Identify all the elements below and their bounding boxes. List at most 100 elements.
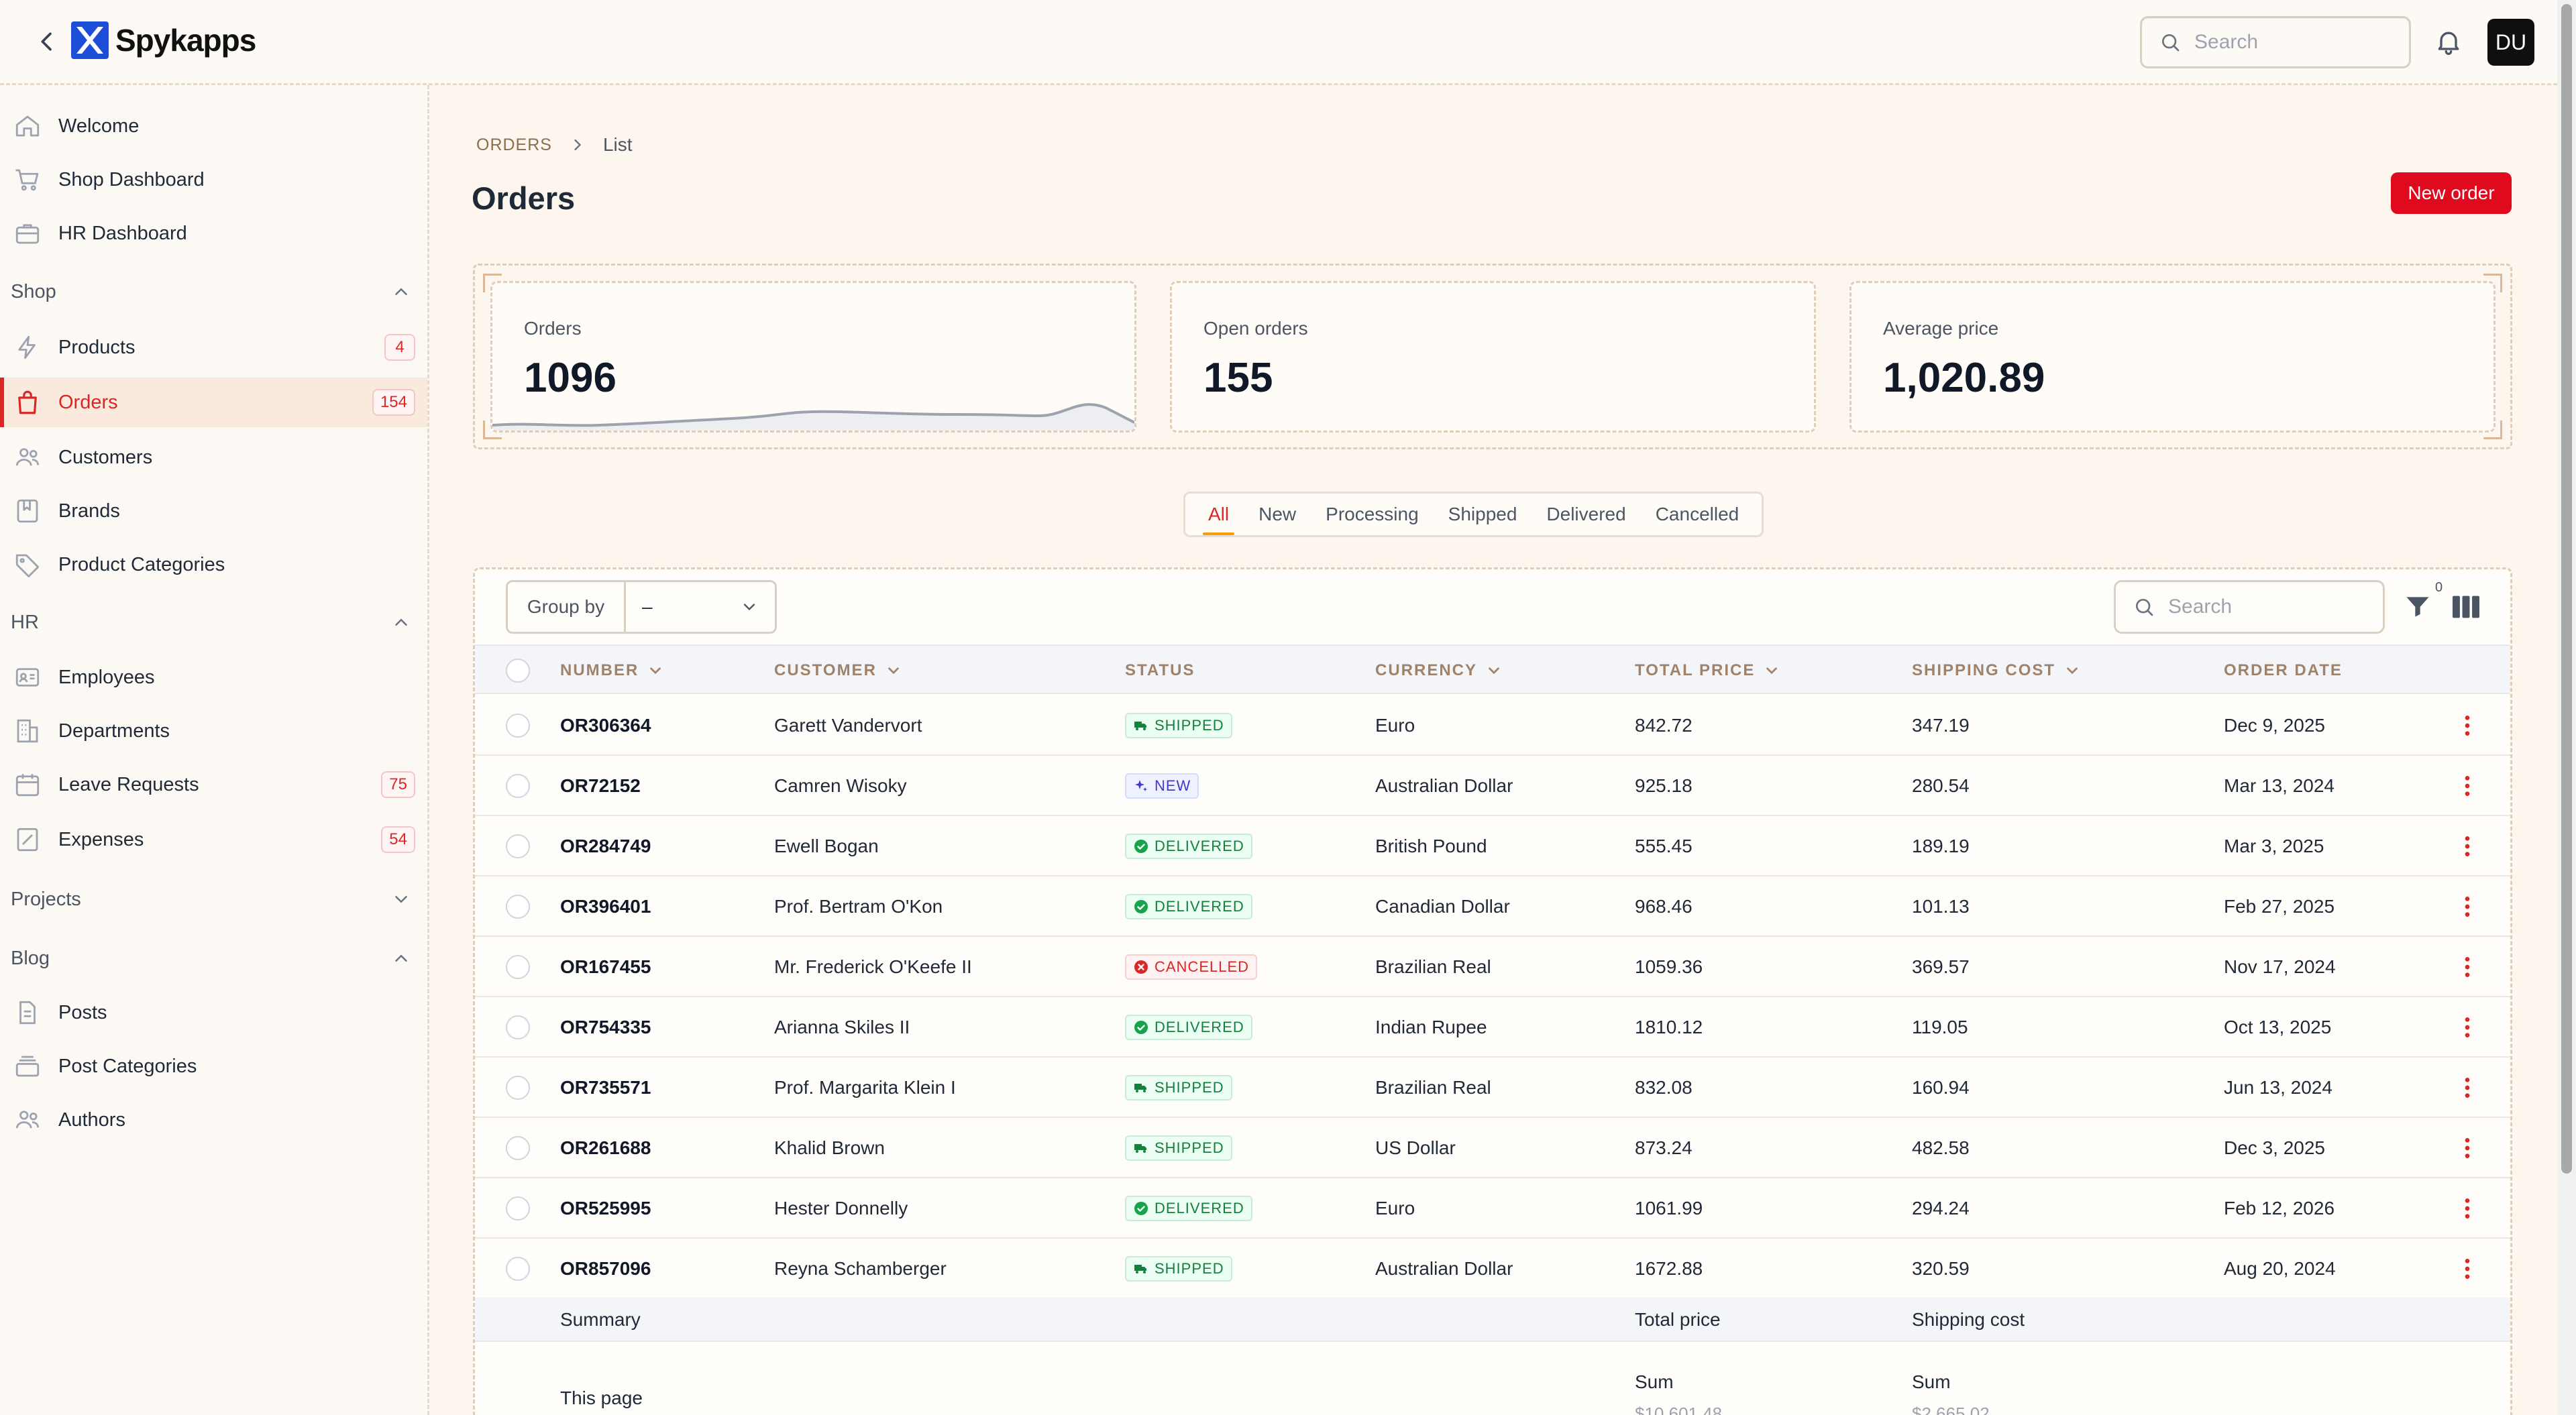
column-header-shipping-cost[interactable]: SHIPPING COST bbox=[1912, 646, 2081, 695]
table-row[interactable]: OR525995 Hester Donnelly DELIVERED Euro 1061… bbox=[475, 1178, 2510, 1239]
order-number[interactable]: OR261688 bbox=[560, 1137, 651, 1158]
sidebar-group-blog[interactable]: Blog bbox=[0, 938, 427, 978]
row-checkbox[interactable] bbox=[506, 714, 530, 738]
tab-cancelled[interactable]: Cancelled bbox=[1655, 504, 1739, 524]
sidebar-item-hr-dashboard[interactable]: HR Dashboard bbox=[0, 209, 427, 258]
order-number[interactable]: OR306364 bbox=[560, 715, 651, 736]
row-checkbox[interactable] bbox=[506, 774, 530, 798]
more-actions-icon[interactable] bbox=[2454, 773, 2481, 799]
select-all-checkbox[interactable] bbox=[506, 659, 530, 683]
row-checkbox[interactable] bbox=[506, 1196, 530, 1221]
table-search[interactable] bbox=[2114, 580, 2385, 634]
sidebar-item-customers[interactable]: Customers bbox=[0, 433, 427, 482]
row-checkbox[interactable] bbox=[506, 895, 530, 919]
row-checkbox[interactable] bbox=[506, 1076, 530, 1100]
filter-icon[interactable] bbox=[2403, 592, 2432, 622]
sidebar-item-welcome[interactable]: Welcome bbox=[0, 101, 427, 151]
page-scrollbar[interactable] bbox=[2557, 0, 2576, 1415]
bell-icon[interactable] bbox=[2434, 27, 2463, 56]
scrollbar-thumb[interactable] bbox=[2561, 4, 2572, 1174]
order-number[interactable]: OR525995 bbox=[560, 1198, 651, 1219]
sidebar-item-authors[interactable]: Authors bbox=[0, 1095, 427, 1145]
column-header-total-price[interactable]: TOTAL PRICE bbox=[1635, 646, 1780, 695]
table-row[interactable]: OR396401 Prof. Bertram O'Kon DELIVERED Cana… bbox=[475, 876, 2510, 937]
order-number[interactable]: OR735571 bbox=[560, 1077, 651, 1098]
column-header-currency[interactable]: CURRENCY bbox=[1375, 646, 1503, 695]
global-search-input[interactable] bbox=[2194, 31, 2396, 54]
row-checkbox[interactable] bbox=[506, 1257, 530, 1281]
order-number[interactable]: OR857096 bbox=[560, 1258, 651, 1279]
sidebar-item-post-categories[interactable]: Post Categories bbox=[0, 1041, 427, 1091]
back-arrow-icon[interactable] bbox=[34, 28, 60, 55]
tab-new[interactable]: New bbox=[1258, 504, 1297, 524]
sidebar-item-orders[interactable]: Orders 154 bbox=[0, 378, 427, 427]
more-actions-icon[interactable] bbox=[2454, 712, 2481, 739]
order-number[interactable]: OR284749 bbox=[560, 836, 651, 856]
sidebar-item-shop-dashboard[interactable]: Shop Dashboard bbox=[0, 155, 427, 205]
sidebar-item-expenses[interactable]: Expenses 54 bbox=[0, 815, 427, 864]
order-number[interactable]: OR396401 bbox=[560, 896, 651, 917]
tab-delivered[interactable]: Delivered bbox=[1546, 504, 1626, 524]
sidebar-group-shop[interactable]: Shop bbox=[0, 272, 427, 312]
sidebar-item-product-categories[interactable]: Product Categories bbox=[0, 540, 427, 589]
more-actions-icon[interactable] bbox=[2454, 1195, 2481, 1222]
more-actions-icon[interactable] bbox=[2454, 1014, 2481, 1041]
tab-processing[interactable]: Processing bbox=[1326, 504, 1419, 524]
chevron-up-icon bbox=[395, 288, 407, 295]
shipping-cost: 294.24 bbox=[1912, 1198, 1970, 1219]
status-cell: SHIPPED bbox=[1125, 695, 1232, 756]
new-order-button[interactable]: New order bbox=[2391, 172, 2512, 214]
table-row[interactable]: OR72152 Camren Wisoky NEW Australian Dollar… bbox=[475, 756, 2510, 816]
table-row[interactable]: OR857096 Reyna Schamberger SHIPPED Australi… bbox=[475, 1239, 2510, 1299]
global-search[interactable] bbox=[2140, 16, 2411, 68]
order-number[interactable]: OR72152 bbox=[560, 775, 641, 796]
search-icon bbox=[2136, 599, 2153, 616]
more-actions-icon[interactable] bbox=[2454, 1135, 2481, 1162]
stats-section bbox=[473, 264, 2512, 449]
columns-icon[interactable] bbox=[2451, 593, 2481, 620]
sidebar-item-departments[interactable]: Departments bbox=[0, 706, 427, 756]
more-actions-icon[interactable] bbox=[2454, 1255, 2481, 1282]
tab-shipped[interactable]: Shipped bbox=[1448, 504, 1517, 524]
order-number[interactable]: OR754335 bbox=[560, 1017, 651, 1037]
order-date: Dec 3, 2025 bbox=[2224, 1137, 2325, 1158]
user-avatar[interactable]: DU bbox=[2487, 19, 2534, 66]
order-number[interactable]: OR167455 bbox=[560, 956, 651, 977]
order-date: Nov 17, 2024 bbox=[2224, 956, 2336, 977]
sidebar-item-leave-requests[interactable]: Leave Requests 75 bbox=[0, 760, 427, 809]
sidebar-group-hr[interactable]: HR bbox=[0, 602, 427, 642]
summary-header: Summary Total price Shipping cost bbox=[475, 1298, 2510, 1342]
more-actions-icon[interactable] bbox=[2454, 893, 2481, 920]
table-row[interactable]: OR167455 Mr. Frederick O'Keefe II CANCELLE… bbox=[475, 937, 2510, 997]
sidebar-group-projects[interactable]: Projects bbox=[0, 879, 427, 919]
tab-all[interactable]: All bbox=[1193, 494, 1244, 535]
breadcrumb-root-link[interactable]: ORDERS bbox=[476, 135, 552, 154]
table-search-input[interactable] bbox=[2168, 596, 2369, 618]
app-logo[interactable]: Spykapps bbox=[71, 21, 256, 59]
row-checkbox[interactable] bbox=[506, 955, 530, 979]
table-row[interactable]: OR284749 Ewell Bogan DELIVERED British Poun… bbox=[475, 816, 2510, 876]
table-row[interactable]: OR261688 Khalid Brown SHIPPED US Dollar 873.… bbox=[475, 1118, 2510, 1178]
sidebar-item-employees[interactable]: Employees bbox=[0, 653, 427, 702]
column-header-customer[interactable]: CUSTOMER bbox=[774, 646, 902, 695]
order-date: Jun 13, 2024 bbox=[2224, 1077, 2332, 1098]
customer-name: Khalid Brown bbox=[774, 1137, 885, 1158]
more-actions-icon[interactable] bbox=[2454, 954, 2481, 980]
table-row[interactable]: OR306364 Garett Vandervort SHIPPED Euro 842.… bbox=[475, 695, 2510, 756]
column-header-number[interactable]: NUMBER bbox=[560, 646, 664, 695]
chevron-down-icon bbox=[2067, 667, 2078, 675]
stat-card-open-orders: Open orders 155 bbox=[1170, 281, 1816, 433]
table-row[interactable]: OR735571 Prof. Margarita Klein I SHIPPED Br… bbox=[475, 1058, 2510, 1118]
sidebar-item-posts[interactable]: Posts bbox=[0, 988, 427, 1037]
more-actions-icon[interactable] bbox=[2454, 833, 2481, 860]
row-checkbox[interactable] bbox=[506, 1015, 530, 1039]
group-by-select[interactable]: Group by – bbox=[506, 580, 777, 634]
stat-card-orders: Orders 1096 bbox=[490, 281, 1136, 433]
sidebar-item-products[interactable]: Products 4 bbox=[0, 323, 427, 372]
row-checkbox[interactable] bbox=[506, 1136, 530, 1160]
sidebar-item-brands[interactable]: Brands bbox=[0, 486, 427, 536]
more-actions-icon[interactable] bbox=[2454, 1074, 2481, 1101]
table-row[interactable]: OR754335 Arianna Skiles II DELIVERED Indian… bbox=[475, 997, 2510, 1058]
row-checkbox[interactable] bbox=[506, 834, 530, 858]
sidebar-item-label: Leave Requests bbox=[58, 773, 199, 795]
